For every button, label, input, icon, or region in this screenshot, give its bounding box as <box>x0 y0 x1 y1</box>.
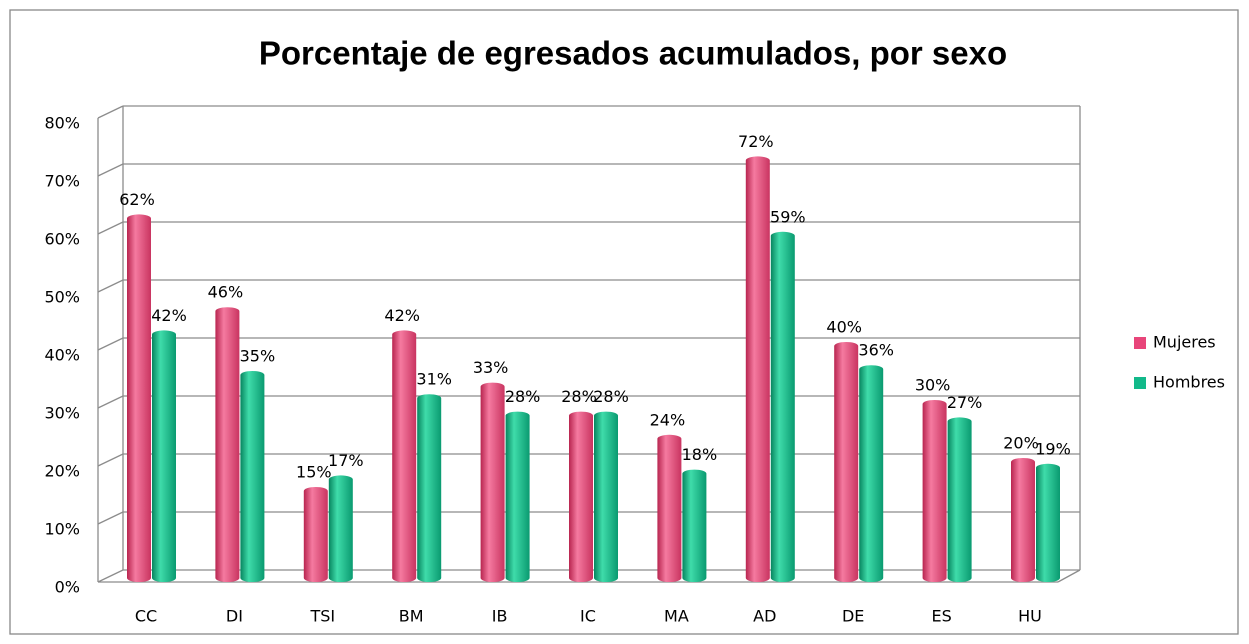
value-label: 17% <box>328 451 364 470</box>
bar <box>480 382 505 582</box>
bar <box>303 487 328 582</box>
x-tick-label: MA <box>664 607 689 626</box>
value-label: 28% <box>505 387 541 406</box>
x-tick-label: IB <box>492 607 508 626</box>
y-tick-label: 60% <box>44 230 80 249</box>
value-label: 28% <box>561 387 597 406</box>
bar <box>240 371 265 582</box>
x-tick-label: IC <box>580 607 596 626</box>
bar <box>682 469 707 582</box>
bar <box>1011 458 1035 582</box>
x-tick-label: ES <box>931 607 951 626</box>
bar <box>594 411 618 582</box>
x-tick-label: BM <box>399 607 424 626</box>
bar <box>834 342 859 582</box>
floor-side <box>1057 569 1081 583</box>
bar <box>1036 463 1060 582</box>
grid-line <box>97 279 124 293</box>
value-label: 36% <box>858 341 894 360</box>
bar <box>328 475 353 582</box>
bar <box>745 156 770 582</box>
value-label: 20% <box>1003 434 1039 453</box>
bar <box>127 214 151 582</box>
value-label: 15% <box>296 463 332 482</box>
bar <box>152 330 176 582</box>
value-label: 33% <box>473 358 509 377</box>
x-tick-label: HU <box>1018 607 1042 626</box>
value-label: 40% <box>826 318 862 337</box>
value-label: 18% <box>682 445 718 464</box>
y-tick-label: 70% <box>44 172 80 191</box>
grid-line <box>97 105 124 119</box>
value-label: 72% <box>738 132 774 151</box>
grid-line <box>97 511 124 525</box>
grid-line <box>97 453 124 467</box>
grid-line <box>97 163 124 177</box>
legend-swatch <box>1134 337 1146 349</box>
bar <box>947 417 972 582</box>
value-label: 35% <box>240 347 276 366</box>
bar <box>657 434 682 582</box>
bar <box>392 330 417 582</box>
value-label: 42% <box>151 306 187 325</box>
grid-line <box>97 221 124 235</box>
x-tick-label: CC <box>135 607 157 626</box>
x-tick-label: DE <box>842 607 864 626</box>
legend-label: Hombres <box>1153 373 1225 392</box>
bar <box>505 411 530 582</box>
bar <box>922 400 947 582</box>
x-tick-label: AD <box>753 607 776 626</box>
x-tick-label: DI <box>226 607 243 626</box>
value-label: 30% <box>915 376 951 395</box>
value-label: 27% <box>947 393 983 412</box>
value-label: 59% <box>770 207 806 226</box>
y-tick-label: 20% <box>44 462 80 481</box>
bar <box>569 411 593 582</box>
chart-title: Porcentaje de egresados acumulados, por … <box>259 35 1007 72</box>
bar <box>770 231 795 583</box>
value-label: 42% <box>384 306 420 325</box>
legend-swatch <box>1134 377 1146 389</box>
grid-line <box>97 395 124 409</box>
y-tick-label: 30% <box>44 404 80 423</box>
y-tick-label: 50% <box>44 288 80 307</box>
bar <box>215 307 240 582</box>
value-label: 62% <box>119 190 155 209</box>
y-tick-label: 80% <box>44 114 80 133</box>
grid-line <box>97 569 124 583</box>
value-label: 31% <box>416 370 452 389</box>
value-label: 19% <box>1035 439 1071 458</box>
legend-label: Mujeres <box>1153 333 1216 352</box>
y-tick-label: 0% <box>55 578 80 597</box>
bar <box>859 365 884 582</box>
value-label: 24% <box>650 410 686 429</box>
bar <box>417 394 442 582</box>
grid-line <box>97 337 124 351</box>
value-label: 46% <box>208 283 244 302</box>
y-tick-label: 40% <box>44 346 80 365</box>
y-tick-label: 10% <box>44 520 80 539</box>
value-label: 28% <box>593 387 629 406</box>
x-tick-label: TSI <box>309 607 335 626</box>
